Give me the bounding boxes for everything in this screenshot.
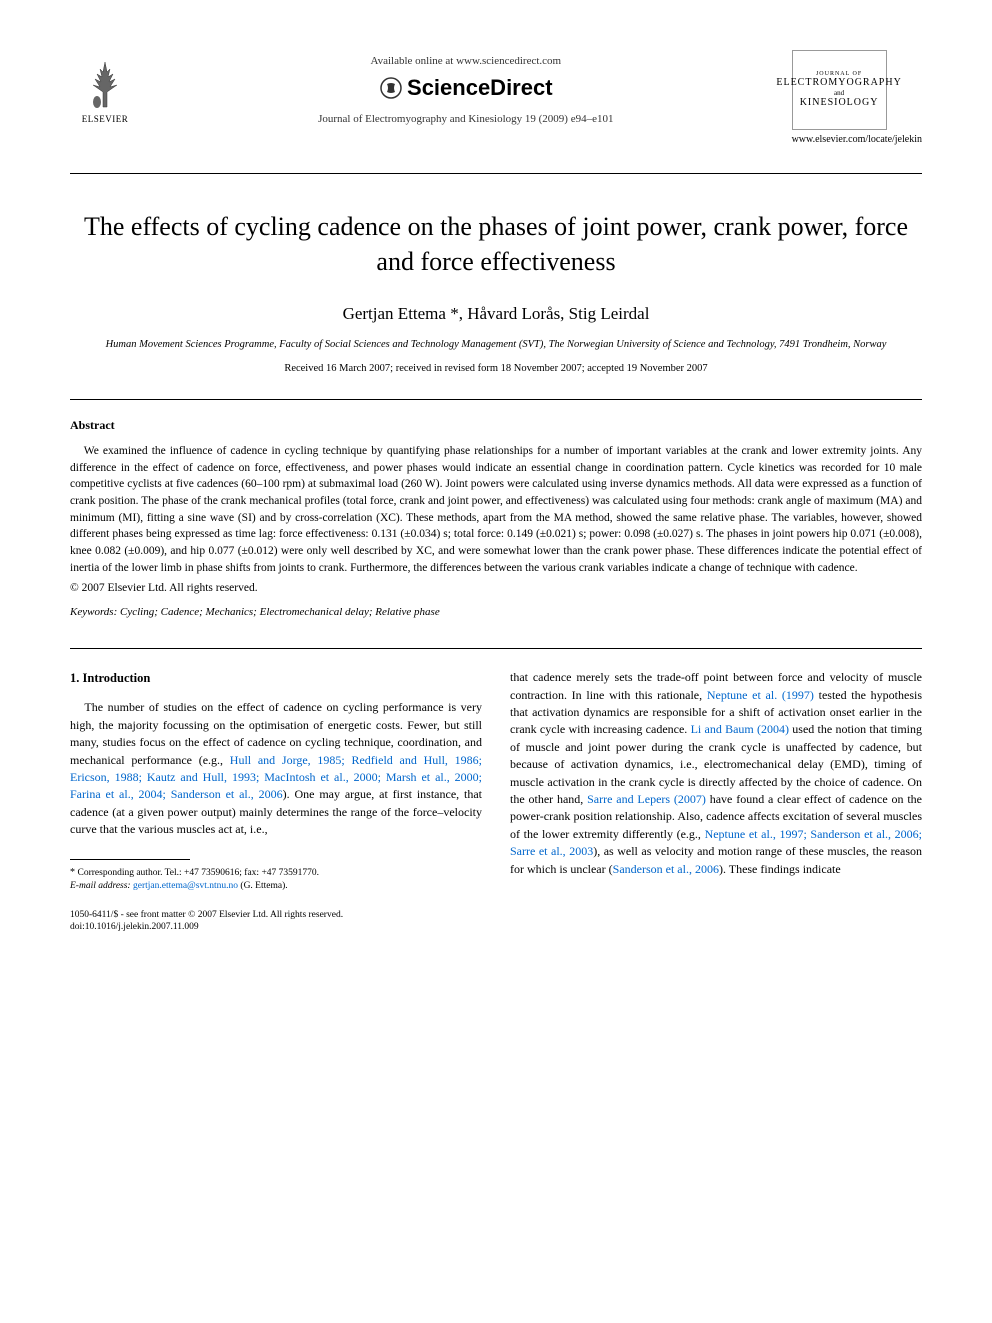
left-column: 1. Introduction The number of studies on…	[70, 669, 482, 934]
section-1-heading: 1. Introduction	[70, 669, 482, 687]
abstract-text: We examined the influence of cadence in …	[70, 443, 922, 576]
asterisk-icon: *	[70, 867, 78, 878]
abstract-bottom-rule	[70, 648, 922, 649]
email-suffix: (G. Ettema).	[238, 881, 288, 891]
footnote: * Corresponding author. Tel.: +47 735906…	[70, 866, 482, 894]
abstract-top-rule	[70, 399, 922, 400]
email-label: E-mail address:	[70, 881, 131, 891]
authors: Gertjan Ettema *, Håvard Lorås, Stig Lei…	[70, 304, 922, 324]
intro-para-left: The number of studies on the effect of c…	[70, 699, 482, 838]
elsevier-logo: ELSEVIER	[70, 50, 140, 130]
corresponding-author: Corresponding author. Tel.: +47 73590616…	[78, 868, 320, 878]
keywords-label: Keywords:	[70, 606, 117, 618]
citation-link-6[interactable]: Sanderson et al., 2006	[613, 862, 719, 876]
footnote-rule	[70, 859, 190, 860]
article-dates: Received 16 March 2007; received in revi…	[70, 363, 922, 374]
keywords-text: Cycling; Cadence; Mechanics; Electromech…	[117, 606, 439, 618]
page-header: ELSEVIER Available online at www.science…	[70, 50, 922, 165]
journal-cover-block: JOURNAL OF ELECTROMYOGRAPHY and KINESIOL…	[792, 50, 922, 165]
right-column: that cadence merely sets the trade-off p…	[510, 669, 922, 934]
citation-link-4[interactable]: Sarre and Lepers (2007)	[587, 792, 706, 806]
affiliation: Human Movement Sciences Programme, Facul…	[70, 338, 922, 353]
author-email[interactable]: gertjan.ettema@svt.ntnu.no	[133, 881, 238, 891]
doi-line: doi:10.1016/j.jelekin.2007.11.009	[70, 921, 482, 933]
keywords: Keywords: Cycling; Cadence; Mechanics; E…	[70, 606, 922, 618]
intro-para-right: that cadence merely sets the trade-off p…	[510, 669, 922, 878]
bottom-info: 1050-6411/$ - see front matter © 2007 El…	[70, 909, 482, 934]
elsevier-tree-icon	[75, 57, 135, 112]
article-title: The effects of cycling cadence on the ph…	[70, 209, 922, 279]
cover-title-1: ELECTROMYOGRAPHY	[776, 77, 901, 89]
sciencedirect-text: ScienceDirect	[407, 75, 553, 101]
abstract-heading: Abstract	[70, 418, 922, 433]
available-online-text: Available online at www.sciencedirect.co…	[140, 55, 792, 67]
locate-url: www.elsevier.com/locate/jelekin	[792, 134, 922, 145]
sciencedirect-icon	[379, 76, 403, 100]
sciencedirect-logo: ScienceDirect	[379, 75, 553, 101]
body-columns: 1. Introduction The number of studies on…	[70, 669, 922, 934]
issn-line: 1050-6411/$ - see front matter © 2007 El…	[70, 909, 482, 921]
journal-citation: Journal of Electromyography and Kinesiol…	[140, 113, 792, 125]
cover-and: and	[834, 89, 844, 97]
citation-link-3[interactable]: Li and Baum (2004)	[691, 722, 789, 736]
cover-title-2: KINESIOLOGY	[800, 97, 879, 109]
center-header: Available online at www.sciencedirect.co…	[140, 50, 792, 125]
journal-cover: JOURNAL OF ELECTROMYOGRAPHY and KINESIOL…	[792, 50, 887, 130]
elsevier-label: ELSEVIER	[82, 114, 129, 124]
right-text-6: ). These findings indicate	[719, 862, 841, 876]
citation-link-2[interactable]: Neptune et al. (1997)	[707, 688, 814, 702]
header-divider	[70, 173, 922, 174]
abstract-copyright: © 2007 Elsevier Ltd. All rights reserved…	[70, 582, 922, 594]
